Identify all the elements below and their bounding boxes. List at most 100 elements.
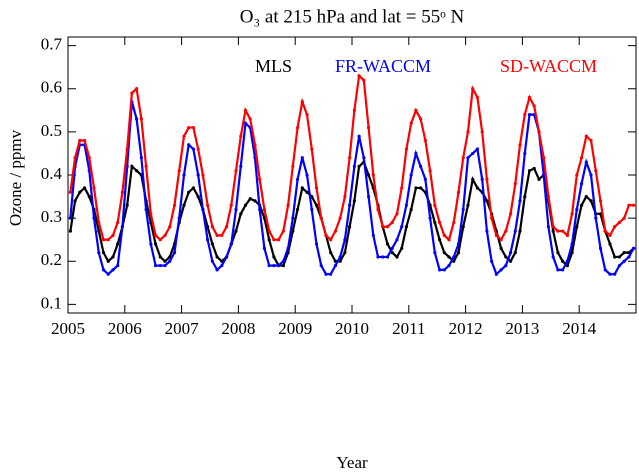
data-point xyxy=(130,91,134,95)
data-point xyxy=(598,246,603,250)
data-point xyxy=(272,263,276,268)
data-point xyxy=(499,268,503,272)
y-tick-label: 0.2 xyxy=(41,250,62,269)
data-point xyxy=(348,203,352,207)
data-point xyxy=(172,203,177,207)
data-point xyxy=(182,173,186,177)
legend-label: FR-WACCM xyxy=(335,56,431,76)
data-point xyxy=(343,251,347,255)
data-point xyxy=(262,207,267,212)
data-point xyxy=(456,251,461,255)
data-point xyxy=(551,255,555,259)
y-axis-label: Ozone / ppmv xyxy=(6,129,25,226)
x-tick-label: 2006 xyxy=(108,319,142,338)
data-point xyxy=(97,220,101,225)
data-point xyxy=(116,242,120,246)
data-point xyxy=(527,95,532,99)
data-point xyxy=(561,229,565,233)
data-point xyxy=(106,259,110,263)
x-tick-label: 2010 xyxy=(335,319,369,338)
data-point xyxy=(456,242,461,246)
data-point xyxy=(97,229,101,233)
data-point xyxy=(196,173,200,177)
data-point xyxy=(73,199,77,203)
data-point xyxy=(546,225,551,229)
data-point xyxy=(613,225,617,229)
data-point xyxy=(135,87,139,91)
data-point xyxy=(584,194,588,199)
data-point xyxy=(437,220,442,225)
data-point xyxy=(333,263,338,268)
data-point xyxy=(111,233,115,237)
data-point xyxy=(324,272,328,276)
x-tick-label: 2014 xyxy=(562,319,597,338)
data-point xyxy=(234,169,238,173)
x-axis-label: Year xyxy=(336,453,368,472)
data-point xyxy=(523,151,527,156)
data-point xyxy=(632,203,636,207)
data-point xyxy=(579,156,584,160)
data-point xyxy=(570,251,574,255)
data-point xyxy=(116,263,120,268)
data-point xyxy=(106,272,110,276)
data-point xyxy=(447,238,451,242)
data-point xyxy=(622,251,626,255)
data-point xyxy=(480,130,484,134)
data-point xyxy=(437,238,442,242)
data-point xyxy=(433,251,437,255)
data-point xyxy=(319,263,323,268)
data-point xyxy=(291,216,295,220)
data-point xyxy=(466,156,470,160)
data-point xyxy=(101,268,106,272)
data-point xyxy=(68,216,72,220)
data-point xyxy=(177,216,181,220)
data-point xyxy=(111,268,115,272)
data-point xyxy=(229,242,233,246)
data-point xyxy=(253,199,257,203)
data-point xyxy=(471,87,475,91)
data-point xyxy=(504,229,508,233)
data-point xyxy=(527,113,532,117)
data-point xyxy=(272,255,276,259)
data-point xyxy=(447,255,451,259)
data-point xyxy=(452,220,456,225)
data-point xyxy=(556,251,560,255)
data-point xyxy=(187,125,191,130)
data-point xyxy=(575,207,579,212)
data-point xyxy=(239,212,243,216)
data-point xyxy=(466,130,470,134)
data-point xyxy=(158,255,162,259)
x-tick-label: 2008 xyxy=(221,319,255,338)
data-point xyxy=(442,268,446,272)
data-point xyxy=(196,147,200,151)
data-point xyxy=(504,263,508,268)
data-point xyxy=(120,190,125,194)
data-point xyxy=(475,95,480,99)
data-point xyxy=(622,216,626,220)
data-point xyxy=(542,173,546,177)
data-point xyxy=(253,143,257,147)
data-point xyxy=(404,147,409,151)
data-point xyxy=(362,156,366,160)
data-point xyxy=(78,138,82,143)
data-point xyxy=(277,238,281,242)
data-point xyxy=(475,186,480,190)
data-point xyxy=(272,238,276,242)
data-point xyxy=(414,108,418,112)
x-tick-label: 2009 xyxy=(278,319,312,338)
data-point xyxy=(499,238,503,242)
data-point xyxy=(400,225,404,229)
data-point xyxy=(163,263,167,268)
data-point xyxy=(523,113,527,117)
data-point xyxy=(428,216,432,220)
data-point xyxy=(414,151,418,156)
data-point xyxy=(281,259,285,263)
data-point xyxy=(414,186,418,190)
data-point xyxy=(490,259,494,263)
data-point xyxy=(409,173,413,177)
data-point xyxy=(452,255,456,259)
data-point xyxy=(390,246,394,250)
data-point xyxy=(570,242,574,246)
data-point xyxy=(532,104,536,108)
data-point xyxy=(561,268,565,272)
